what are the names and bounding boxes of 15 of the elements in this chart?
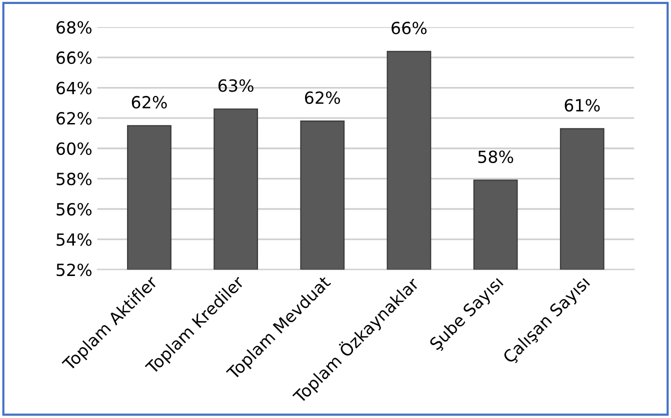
data-label: 61% [564,98,600,112]
y-tick-label: 66% [56,51,92,64]
data-label: 66% [392,22,427,34]
y-tick-label: 58% [56,172,92,186]
data-label: 58% [478,150,514,164]
y-tick-label: 64% [56,82,92,94]
data-label: 62% [132,96,167,109]
y-tick-label: 56% [56,202,92,216]
data-label: 62% [305,91,340,104]
y-tick-label: 68% [56,21,92,34]
y-tick-label: 52% [56,264,92,276]
data-label: 63% [218,79,254,92]
y-tick-label: 60% [56,142,92,155]
y-tick-label: 54% [56,233,92,246]
y-tick-label: 62% [56,112,92,125]
